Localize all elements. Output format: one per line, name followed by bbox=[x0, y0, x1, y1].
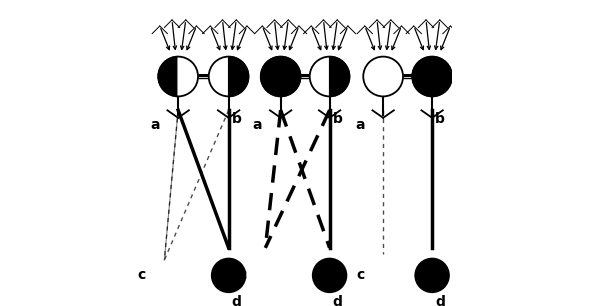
Text: d: d bbox=[231, 295, 242, 306]
Text: c: c bbox=[239, 268, 247, 282]
Circle shape bbox=[370, 262, 397, 289]
Circle shape bbox=[313, 259, 346, 292]
Wedge shape bbox=[329, 57, 349, 96]
Text: b: b bbox=[435, 112, 445, 126]
Circle shape bbox=[252, 262, 279, 289]
Circle shape bbox=[151, 262, 178, 289]
Circle shape bbox=[261, 57, 301, 96]
Text: c: c bbox=[356, 268, 365, 282]
Wedge shape bbox=[228, 57, 249, 96]
Text: a: a bbox=[355, 118, 365, 132]
Text: a: a bbox=[253, 118, 263, 132]
Text: b: b bbox=[231, 112, 242, 126]
Circle shape bbox=[415, 259, 449, 292]
Circle shape bbox=[363, 57, 403, 96]
Wedge shape bbox=[158, 57, 178, 96]
Wedge shape bbox=[310, 57, 329, 96]
Text: d: d bbox=[332, 295, 343, 306]
Text: d: d bbox=[435, 295, 445, 306]
Text: a: a bbox=[150, 118, 160, 132]
Wedge shape bbox=[209, 57, 228, 96]
Text: c: c bbox=[138, 268, 146, 282]
Text: b: b bbox=[332, 112, 343, 126]
Circle shape bbox=[212, 259, 245, 292]
Circle shape bbox=[412, 57, 452, 96]
Wedge shape bbox=[178, 57, 198, 96]
